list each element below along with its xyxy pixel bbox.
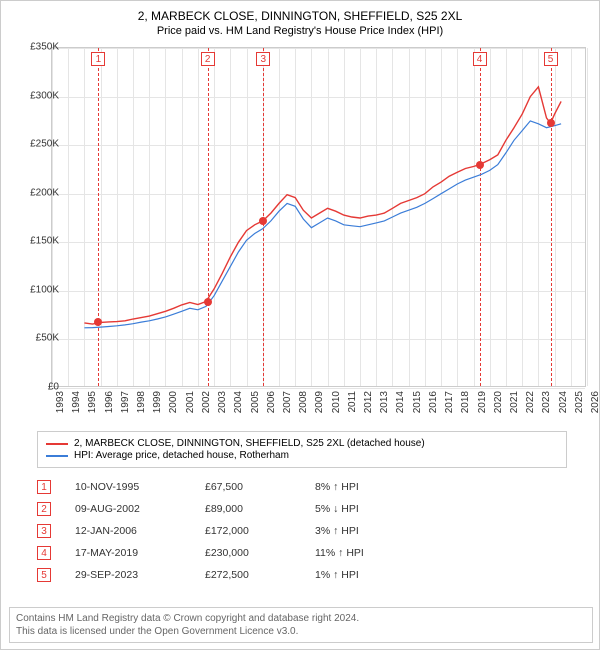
transaction-point	[476, 161, 484, 169]
x-tick-label: 2026	[590, 391, 600, 413]
x-tick-label: 2019	[477, 391, 488, 413]
transaction-hpi: 3% ↑ HPI	[315, 525, 435, 537]
x-tick-label: 2000	[168, 391, 179, 413]
transaction-point	[204, 298, 212, 306]
legend-item: 2, MARBECK CLOSE, DINNINGTON, SHEFFIELD,…	[46, 438, 558, 449]
footer-line1: Contains HM Land Registry data © Crown c…	[16, 612, 586, 625]
x-tick-label: 2015	[412, 391, 423, 413]
x-tick-label: 2018	[460, 391, 471, 413]
legend-swatch	[46, 455, 68, 457]
series-layer	[52, 48, 587, 388]
x-tick-label: 2011	[347, 391, 358, 413]
legend-item: HPI: Average price, detached house, Roth…	[46, 450, 558, 461]
x-tick-label: 2002	[201, 391, 212, 413]
transaction-badge: 5	[37, 568, 51, 582]
x-tick-label: 1996	[104, 391, 115, 413]
y-tick-label: £200K	[30, 187, 59, 198]
chart-subtitle: Price paid vs. HM Land Registry's House …	[7, 25, 593, 37]
chart-title: 2, MARBECK CLOSE, DINNINGTON, SHEFFIELD,…	[7, 9, 593, 23]
transaction-price: £67,500	[205, 481, 315, 493]
transaction-row: 3 12-JAN-2006£172,0003% ↑ HPI	[37, 520, 435, 542]
legend-label: HPI: Average price, detached house, Roth…	[74, 450, 289, 461]
x-tick-label: 2024	[558, 391, 569, 413]
y-tick-label: £300K	[30, 90, 59, 101]
x-tick-label: 2006	[266, 391, 277, 413]
transaction-hpi: 1% ↑ HPI	[315, 569, 435, 581]
transaction-point	[94, 318, 102, 326]
transaction-badge: 1	[37, 480, 51, 494]
x-tick-label: 2005	[250, 391, 261, 413]
y-tick-label: £250K	[30, 139, 59, 150]
chart-container: 2, MARBECK CLOSE, DINNINGTON, SHEFFIELD,…	[0, 0, 600, 650]
transaction-badge: 3	[37, 524, 51, 538]
x-tick-label: 1993	[55, 391, 66, 413]
x-tick-label: 2008	[298, 391, 309, 413]
transaction-price: £272,500	[205, 569, 315, 581]
transaction-row: 2 09-AUG-2002£89,0005% ↓ HPI	[37, 498, 435, 520]
x-tick-label: 2003	[217, 391, 228, 413]
x-tick-label: 2025	[574, 391, 585, 413]
x-tick-label: 1998	[136, 391, 147, 413]
x-tick-label: 1995	[87, 391, 98, 413]
x-tick-label: 1999	[152, 391, 163, 413]
transaction-row: 4 17-MAY-2019£230,00011% ↑ HPI	[37, 542, 435, 564]
transaction-hpi: 11% ↑ HPI	[315, 547, 435, 559]
x-tick-label: 2007	[282, 391, 293, 413]
y-tick-label: £150K	[30, 236, 59, 247]
x-tick-label: 2010	[331, 391, 342, 413]
transaction-badge: 2	[37, 502, 51, 516]
x-tick-label: 2017	[444, 391, 455, 413]
transaction-date: 17-MAY-2019	[75, 547, 205, 559]
legend: 2, MARBECK CLOSE, DINNINGTON, SHEFFIELD,…	[37, 431, 567, 468]
legend-swatch	[46, 443, 68, 445]
transaction-date: 12-JAN-2006	[75, 525, 205, 537]
x-tick-label: 2020	[493, 391, 504, 413]
transaction-price: £89,000	[205, 503, 315, 515]
transaction-price: £172,000	[205, 525, 315, 537]
y-tick-label: £350K	[30, 42, 59, 53]
series-line	[84, 87, 561, 324]
transaction-date: 09-AUG-2002	[75, 503, 205, 515]
x-tick-label: 2016	[428, 391, 439, 413]
transaction-date: 10-NOV-1995	[75, 481, 205, 493]
transactions-table: 110-NOV-1995£67,5008% ↑ HPI209-AUG-2002£…	[37, 476, 435, 586]
transaction-price: £230,000	[205, 547, 315, 559]
transaction-point	[259, 217, 267, 225]
transaction-date: 29-SEP-2023	[75, 569, 205, 581]
transaction-badge: 4	[37, 546, 51, 560]
plot-area: 12345	[51, 47, 586, 387]
x-tick-label: 1997	[120, 391, 131, 413]
x-tick-label: 2004	[233, 391, 244, 413]
x-tick-label: 2001	[185, 391, 196, 413]
series-line	[84, 121, 561, 328]
transaction-row: 1 10-NOV-1995£67,5008% ↑ HPI	[37, 476, 435, 498]
x-tick-label: 2012	[363, 391, 374, 413]
transaction-hpi: 5% ↓ HPI	[315, 503, 435, 515]
x-tick-label: 2014	[395, 391, 406, 413]
x-tick-label: 2009	[314, 391, 325, 413]
y-tick-label: £50K	[36, 333, 59, 344]
transaction-hpi: 8% ↑ HPI	[315, 481, 435, 493]
x-tick-label: 2023	[541, 391, 552, 413]
y-tick-label: £100K	[30, 284, 59, 295]
footer-line2: This data is licensed under the Open Gov…	[16, 625, 586, 638]
footer-attribution: Contains HM Land Registry data © Crown c…	[9, 607, 593, 643]
transaction-row: 5 29-SEP-2023£272,5001% ↑ HPI	[37, 564, 435, 586]
x-tick-label: 2021	[509, 391, 520, 413]
x-tick-label: 2022	[525, 391, 536, 413]
transaction-point	[547, 119, 555, 127]
legend-label: 2, MARBECK CLOSE, DINNINGTON, SHEFFIELD,…	[74, 438, 425, 449]
x-tick-label: 1994	[71, 391, 82, 413]
x-tick-label: 2013	[379, 391, 390, 413]
